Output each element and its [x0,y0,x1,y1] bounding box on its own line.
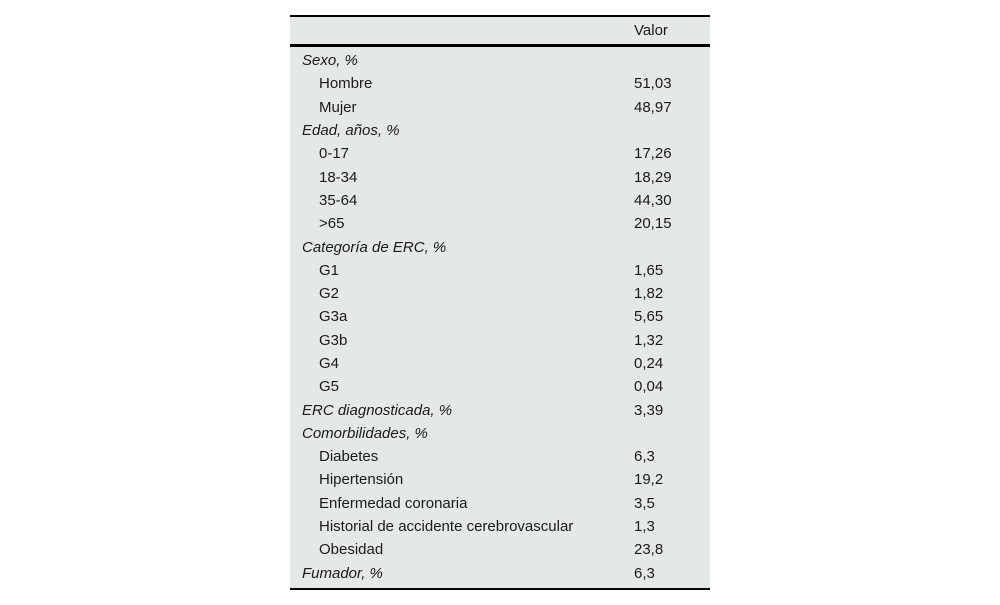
row-value: 17,26 [634,145,672,163]
table-row: G3b 1,32 [290,329,710,352]
table-row: 0-17 17,26 [290,142,710,165]
row-value: 0,24 [634,355,664,372]
row-label: G3a [319,308,348,326]
table-row: Comorbilidades, % [290,422,710,445]
table-row: G5 0,04 [290,375,710,398]
row-value: 18,29 [634,168,672,186]
table-header-row: Valor [290,17,710,47]
table-row: 18-34 18,29 [290,165,710,188]
row-label: >65 [319,215,345,233]
row-value: 23,8 [634,541,664,559]
row-value: 1,3 [634,518,655,536]
row-label: G5 [319,378,340,396]
table-row: Hombre 51,03 [290,72,710,95]
row-label: Sexo, % [302,52,358,70]
row-label: Hombre [319,75,373,93]
row-value: 5,65 [634,308,664,326]
row-value: 44,30 [634,191,672,209]
row-label: Fumador, % [302,564,383,582]
table-row: >65 20,15 [290,212,710,235]
row-label: 35-64 [319,191,358,209]
table-row: Fumador, % 6,3 [290,562,710,585]
row-label: Enfermedad coronaria [319,494,468,512]
table-row: Diabetes 6,3 [290,445,710,468]
table-row: G4 0,24 [290,352,710,375]
table-row: G1 1,65 [290,259,710,282]
row-value: 20,15 [634,215,672,233]
row-value: 3,5 [634,494,655,512]
row-label: Mujer [319,98,357,116]
row-label: G4 [319,355,340,372]
row-label: G3b [319,331,348,349]
table-row: Categoría de ERC, % [290,235,710,258]
row-label: G1 [319,261,340,279]
table-row: Obesidad 23,8 [290,538,710,561]
row-label: Categoría de ERC, % [302,238,447,256]
row-value: 48,97 [634,98,672,116]
row-value: 51,03 [634,75,672,93]
row-label: ERC diagnosticada, % [302,401,453,419]
table-row: Hipertensión 19,2 [290,468,710,491]
row-label: Hipertensión [319,471,404,489]
table-row: Mujer 48,97 [290,96,710,119]
row-value: 1,82 [634,285,664,303]
table-row: ERC diagnosticada, % 3,39 [290,398,710,421]
row-label: Historial de accidente cerebrovascular [319,518,574,536]
table-row: Sexo, % [290,49,710,72]
table-row: G2 1,82 [290,282,710,305]
row-value: 19,2 [634,471,664,489]
table-row: Edad, años, % [290,119,710,142]
row-label: Comorbilidades, % [302,424,428,442]
row-label: 0-17 [319,145,350,163]
row-label: Edad, años, % [302,122,400,140]
header-value-cell: Valor [634,22,668,39]
row-value: 1,32 [634,331,664,349]
row-value: 6,3 [634,448,655,466]
row-value: 3,39 [634,401,664,419]
table-row: Historial de accidente cerebrovascular 1,… [290,515,710,538]
row-value: 0,04 [634,378,664,396]
row-label: Obesidad [319,541,384,559]
patient-statistics-table: Valor Sexo, % Hombre 51,03 Mujer 48,97 Edad, … [290,15,710,590]
row-label: 18-34 [319,168,358,186]
table-row: 35-64 44,30 [290,189,710,212]
table-body: Sexo, % Hombre 51,03 Mujer 48,97 Edad, años, … [290,47,710,588]
row-value: 1,65 [634,261,664,279]
table-row: Enfermedad coronaria 3,5 [290,492,710,515]
row-label: G2 [319,285,340,303]
row-value: 6,3 [634,564,655,582]
row-label: Diabetes [319,448,379,466]
table-row: G3a 5,65 [290,305,710,328]
